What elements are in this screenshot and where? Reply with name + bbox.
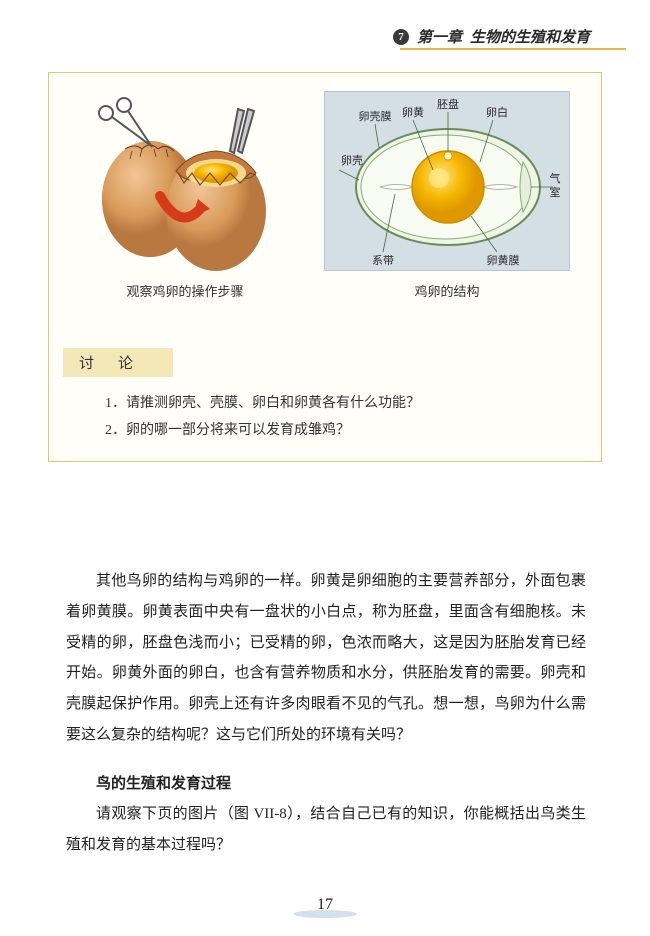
section-title: 鸟的生殖和发育过程 — [66, 769, 586, 800]
left-figure: 观察鸡卵的操作步骤 — [80, 91, 290, 300]
label-luanke: 卵壳 — [341, 153, 363, 167]
right-figure-caption: 鸡卵的结构 — [324, 281, 570, 300]
discuss-q2: 2．卵的哪一部分将来可以发育成雏鸡？ — [105, 418, 587, 445]
label-luanhuangmo: 卵黄膜 — [487, 253, 520, 267]
label-luankemo: 卵壳膜 — [359, 109, 392, 123]
egg-structure-diagram: 胚盘 卵黄 卵白 卵壳膜 卵壳 气 室 系带 卵黄膜 — [324, 91, 570, 271]
label-peipan: 胚盘 — [437, 97, 459, 111]
tweezers-icon — [230, 109, 254, 153]
label-qishi-1: 气 — [550, 171, 561, 185]
chapter-label: 第一章 — [417, 26, 462, 47]
right-figure: 胚盘 卵黄 卵白 卵壳膜 卵壳 气 室 系带 卵黄膜 — [324, 91, 570, 300]
egg-operation-illustration — [80, 91, 290, 271]
scissors-icon — [99, 98, 152, 147]
chapter-number-bullet: 7 — [393, 29, 409, 45]
label-qishi-2: 室 — [550, 185, 561, 199]
label-luanbai: 卵白 — [486, 105, 508, 119]
paragraph-1: 其他鸟卵的结构与鸡卵的一样。卵黄是卵细胞的主要营养部分，外面包裹着卵黄膜。卵黄表… — [66, 566, 586, 751]
figures-row: 观察鸡卵的操作步骤 — [63, 91, 587, 300]
figure-discussion-box: 观察鸡卵的操作步骤 — [48, 72, 602, 462]
label-xidai: 系带 — [372, 254, 394, 267]
paragraph-2: 请观察下页的图片（图 VII-8），结合自己已有的知识，你能概括出鸟类生殖和发育… — [66, 799, 586, 861]
discuss-heading: 讨论 — [63, 348, 173, 377]
discuss-q1: 1．请推测卵壳、壳膜、卵白和卵黄各有什么功能？ — [105, 391, 587, 418]
discuss-heading-row: 讨论 — [63, 348, 587, 377]
page-header: 7 第一章 生物的生殖和发育 — [393, 26, 590, 47]
chapter-title: 生物的生殖和发育 — [470, 26, 590, 47]
discuss-questions: 1．请推测卵壳、壳膜、卵白和卵黄各有什么功能？ 2．卵的哪一部分将来可以发育成雏… — [105, 391, 587, 444]
main-body: 其他鸟卵的结构与鸡卵的一样。卵黄是卵细胞的主要营养部分，外面包裹着卵黄膜。卵黄表… — [66, 566, 586, 861]
header-underline — [400, 48, 626, 50]
label-luanhuang: 卵黄 — [402, 105, 424, 119]
page-number: 17 — [0, 896, 650, 914]
left-figure-caption: 观察鸡卵的操作步骤 — [80, 281, 290, 300]
